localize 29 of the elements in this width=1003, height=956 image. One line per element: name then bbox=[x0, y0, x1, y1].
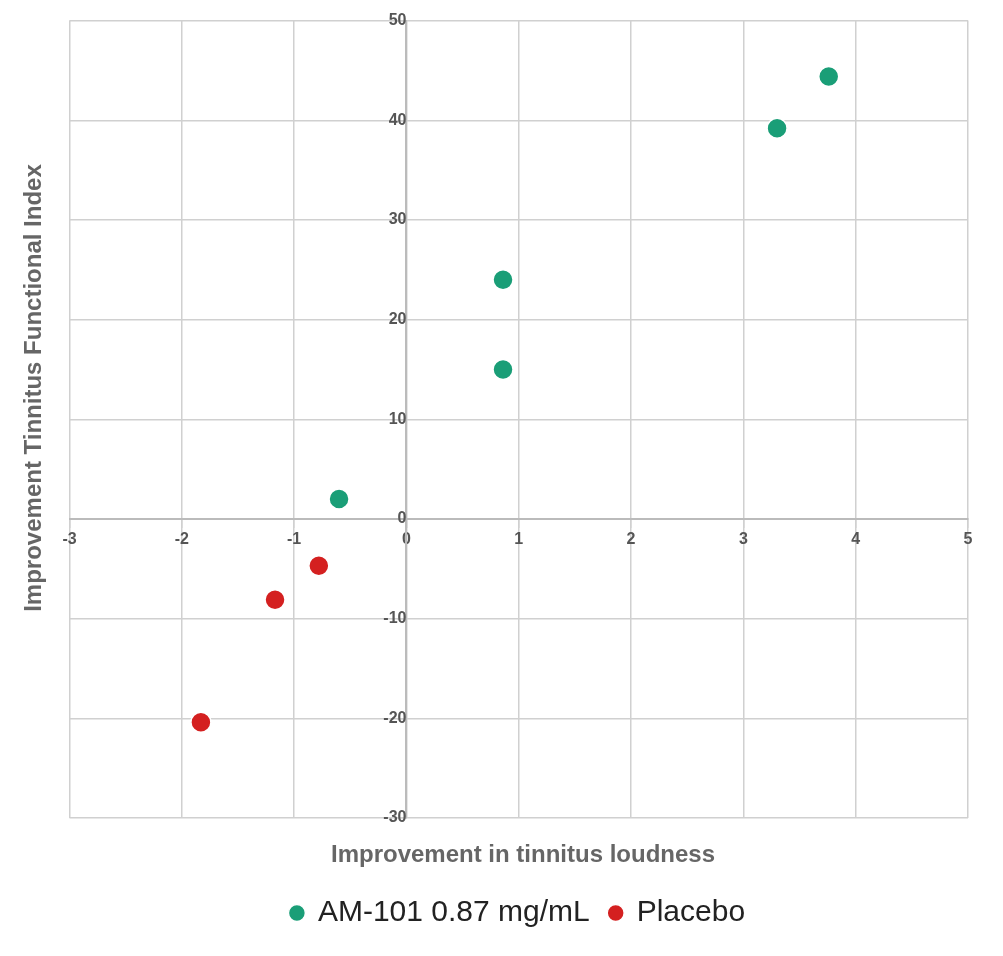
x-tick-label: -1 bbox=[287, 529, 302, 547]
y-tick-label: 30 bbox=[388, 210, 407, 228]
y-tick-label: -30 bbox=[383, 808, 407, 826]
y-tick-label: -10 bbox=[383, 609, 407, 627]
legend-label: Placebo bbox=[636, 894, 746, 928]
x-tick-label: 3 bbox=[738, 529, 748, 547]
point bbox=[817, 65, 840, 88]
legend-label: AM-101 0.87 mg/mL bbox=[317, 894, 590, 928]
x-tick-label: -3 bbox=[62, 529, 77, 547]
x-tick-label: 4 bbox=[851, 529, 861, 547]
y-tick-label: 40 bbox=[388, 110, 407, 128]
y-tick-label: 10 bbox=[388, 409, 407, 427]
x-tick-label: 1 bbox=[514, 529, 524, 547]
y-tick-label: -20 bbox=[383, 708, 407, 726]
point bbox=[308, 555, 330, 577]
y-tick-label: 50 bbox=[388, 11, 407, 29]
y-tick-label: 0 bbox=[397, 509, 407, 527]
x-tick-label: 2 bbox=[626, 529, 636, 547]
point bbox=[492, 269, 514, 291]
point bbox=[190, 711, 212, 734]
point bbox=[328, 488, 350, 510]
y-axis-title: Improvement Tinnitus Functional Index bbox=[19, 164, 47, 612]
point bbox=[264, 588, 286, 611]
y-tick-label: 20 bbox=[388, 310, 407, 328]
x-tick-label: -2 bbox=[174, 529, 190, 547]
x-tick-label: 5 bbox=[963, 529, 973, 547]
point bbox=[766, 117, 788, 139]
point bbox=[492, 358, 514, 381]
x-axis-title: Improvement in tinnitus loudness bbox=[329, 840, 716, 868]
